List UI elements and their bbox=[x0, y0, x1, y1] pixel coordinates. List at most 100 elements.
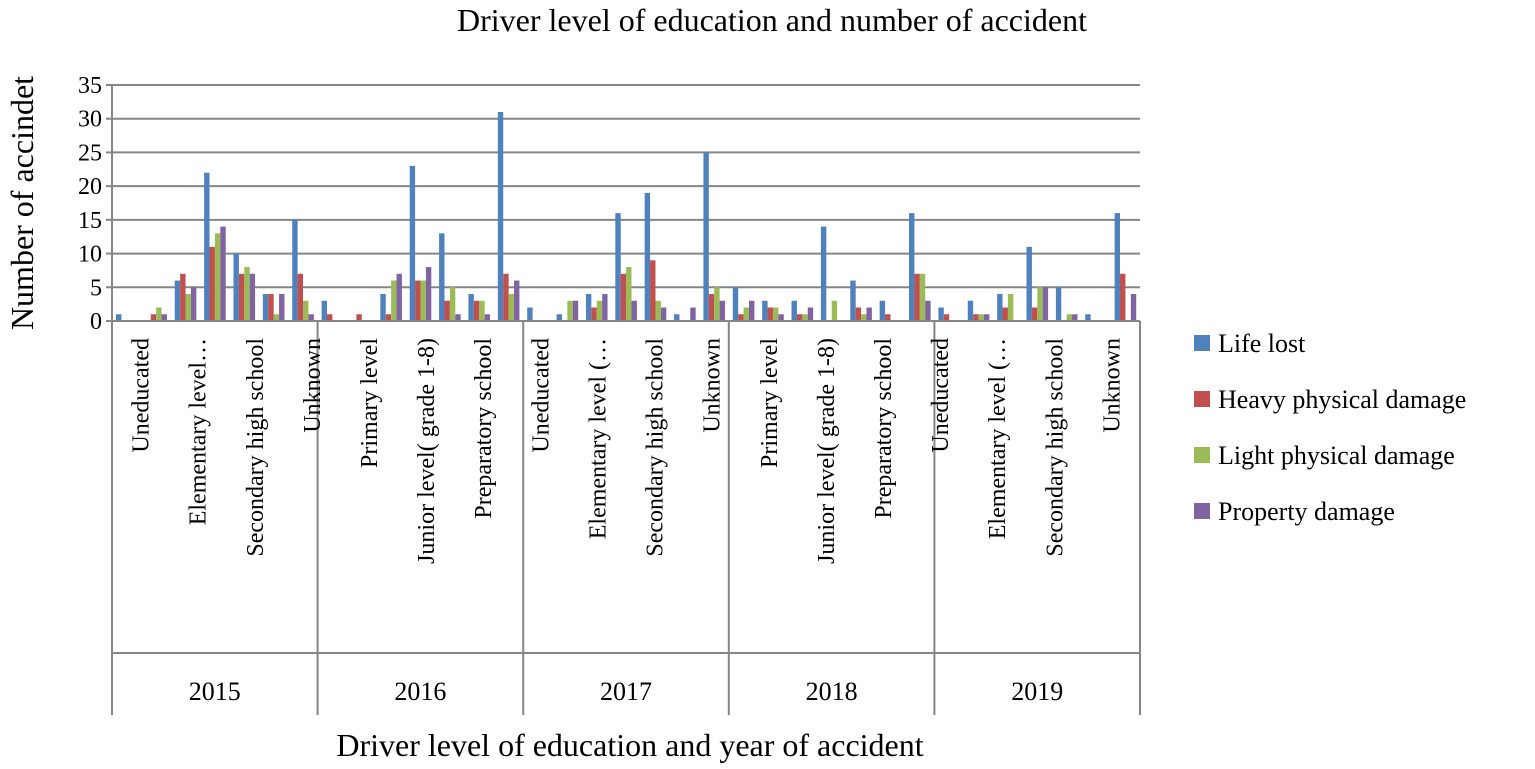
bar bbox=[879, 300, 886, 321]
bar bbox=[602, 294, 608, 321]
bar bbox=[967, 300, 974, 321]
y-tick-label: 10 bbox=[78, 242, 102, 268]
bar bbox=[391, 280, 397, 321]
bar bbox=[415, 280, 421, 321]
bar bbox=[591, 307, 597, 321]
bar bbox=[807, 307, 814, 321]
year-labels: 2015 2016 2017 2018 2019 bbox=[189, 677, 1063, 706]
axes bbox=[111, 85, 1141, 715]
bars bbox=[116, 111, 1137, 321]
bar bbox=[209, 246, 215, 321]
legend-swatch bbox=[1194, 503, 1210, 519]
bar bbox=[1130, 294, 1137, 321]
bar bbox=[185, 294, 191, 321]
bar bbox=[514, 280, 520, 321]
bar bbox=[321, 300, 327, 321]
chart-title: Driver level of education and number of … bbox=[457, 2, 1087, 38]
bar bbox=[180, 273, 186, 321]
bar bbox=[767, 307, 773, 321]
bar bbox=[626, 267, 632, 321]
y-tick-label: 5 bbox=[90, 275, 102, 301]
bar bbox=[220, 226, 226, 321]
bar bbox=[1085, 314, 1091, 321]
bar bbox=[449, 287, 456, 321]
category-label: Preparatory school bbox=[471, 338, 497, 519]
bar bbox=[279, 294, 285, 321]
bar bbox=[214, 233, 221, 321]
bar bbox=[674, 314, 680, 321]
bar bbox=[1002, 307, 1008, 321]
bar bbox=[409, 165, 416, 321]
category-label: Uneducated bbox=[928, 338, 954, 453]
bar bbox=[620, 273, 627, 321]
category-label: Elementary level… bbox=[186, 338, 212, 525]
bar bbox=[703, 152, 709, 321]
bar bbox=[914, 273, 920, 321]
bar bbox=[262, 294, 269, 321]
year-label: 2015 bbox=[189, 677, 241, 706]
bar bbox=[615, 213, 621, 321]
bar bbox=[655, 300, 661, 321]
legend-label: Life lost bbox=[1218, 329, 1306, 358]
y-tick-label: 25 bbox=[78, 140, 102, 166]
bar bbox=[385, 314, 392, 321]
bar bbox=[885, 314, 891, 321]
bar bbox=[556, 314, 562, 321]
bar bbox=[297, 273, 304, 321]
category-label: Elementary level (… bbox=[985, 338, 1011, 539]
bar bbox=[455, 314, 461, 321]
gridlines bbox=[106, 84, 1140, 322]
bar bbox=[772, 307, 779, 321]
bar bbox=[468, 294, 474, 321]
bar bbox=[380, 294, 386, 321]
bar bbox=[850, 280, 856, 321]
bar bbox=[439, 233, 445, 321]
bar bbox=[527, 307, 533, 321]
legend-label: Light physical damage bbox=[1218, 441, 1455, 470]
bar bbox=[161, 314, 167, 321]
bar bbox=[855, 307, 862, 321]
bar bbox=[802, 314, 808, 321]
bar bbox=[420, 280, 426, 321]
bar bbox=[732, 287, 739, 321]
category-label: Junior level( grade 1-8) bbox=[414, 338, 440, 564]
bar bbox=[714, 287, 720, 321]
category-label: Primary level bbox=[757, 338, 783, 468]
bar bbox=[1042, 287, 1049, 321]
bar bbox=[249, 273, 256, 321]
bar bbox=[861, 314, 867, 321]
bar bbox=[238, 273, 245, 321]
bar bbox=[796, 314, 803, 321]
legend-swatch bbox=[1194, 391, 1210, 407]
bar bbox=[174, 280, 181, 321]
category-label: Unknown bbox=[1099, 338, 1125, 433]
category-label: Primary level bbox=[357, 338, 383, 468]
bar bbox=[473, 300, 480, 321]
category-label: Preparatory school bbox=[871, 338, 897, 519]
legend-label: Heavy physical damage bbox=[1218, 385, 1466, 414]
bar bbox=[866, 307, 872, 321]
bar bbox=[1066, 314, 1073, 321]
bar bbox=[150, 314, 157, 321]
year-label: 2019 bbox=[1011, 677, 1063, 706]
bar bbox=[1007, 294, 1014, 321]
y-tick-label: 0 bbox=[90, 309, 102, 335]
bar bbox=[738, 314, 744, 321]
bar bbox=[116, 314, 122, 321]
bar bbox=[743, 307, 749, 321]
category-label: Elementary level (… bbox=[585, 338, 611, 539]
bar bbox=[156, 307, 162, 321]
bar bbox=[356, 314, 362, 321]
bar bbox=[1055, 287, 1062, 321]
bar bbox=[631, 300, 637, 321]
y-tick-labels: 0 5 10 15 20 25 30 35 bbox=[78, 73, 102, 335]
bar bbox=[762, 300, 768, 321]
legend-label: Property damage bbox=[1218, 497, 1395, 526]
bar bbox=[1120, 273, 1126, 321]
bar bbox=[1037, 287, 1043, 321]
bar bbox=[820, 226, 827, 321]
bar bbox=[983, 314, 990, 321]
bar bbox=[585, 294, 592, 321]
bar bbox=[308, 314, 314, 321]
